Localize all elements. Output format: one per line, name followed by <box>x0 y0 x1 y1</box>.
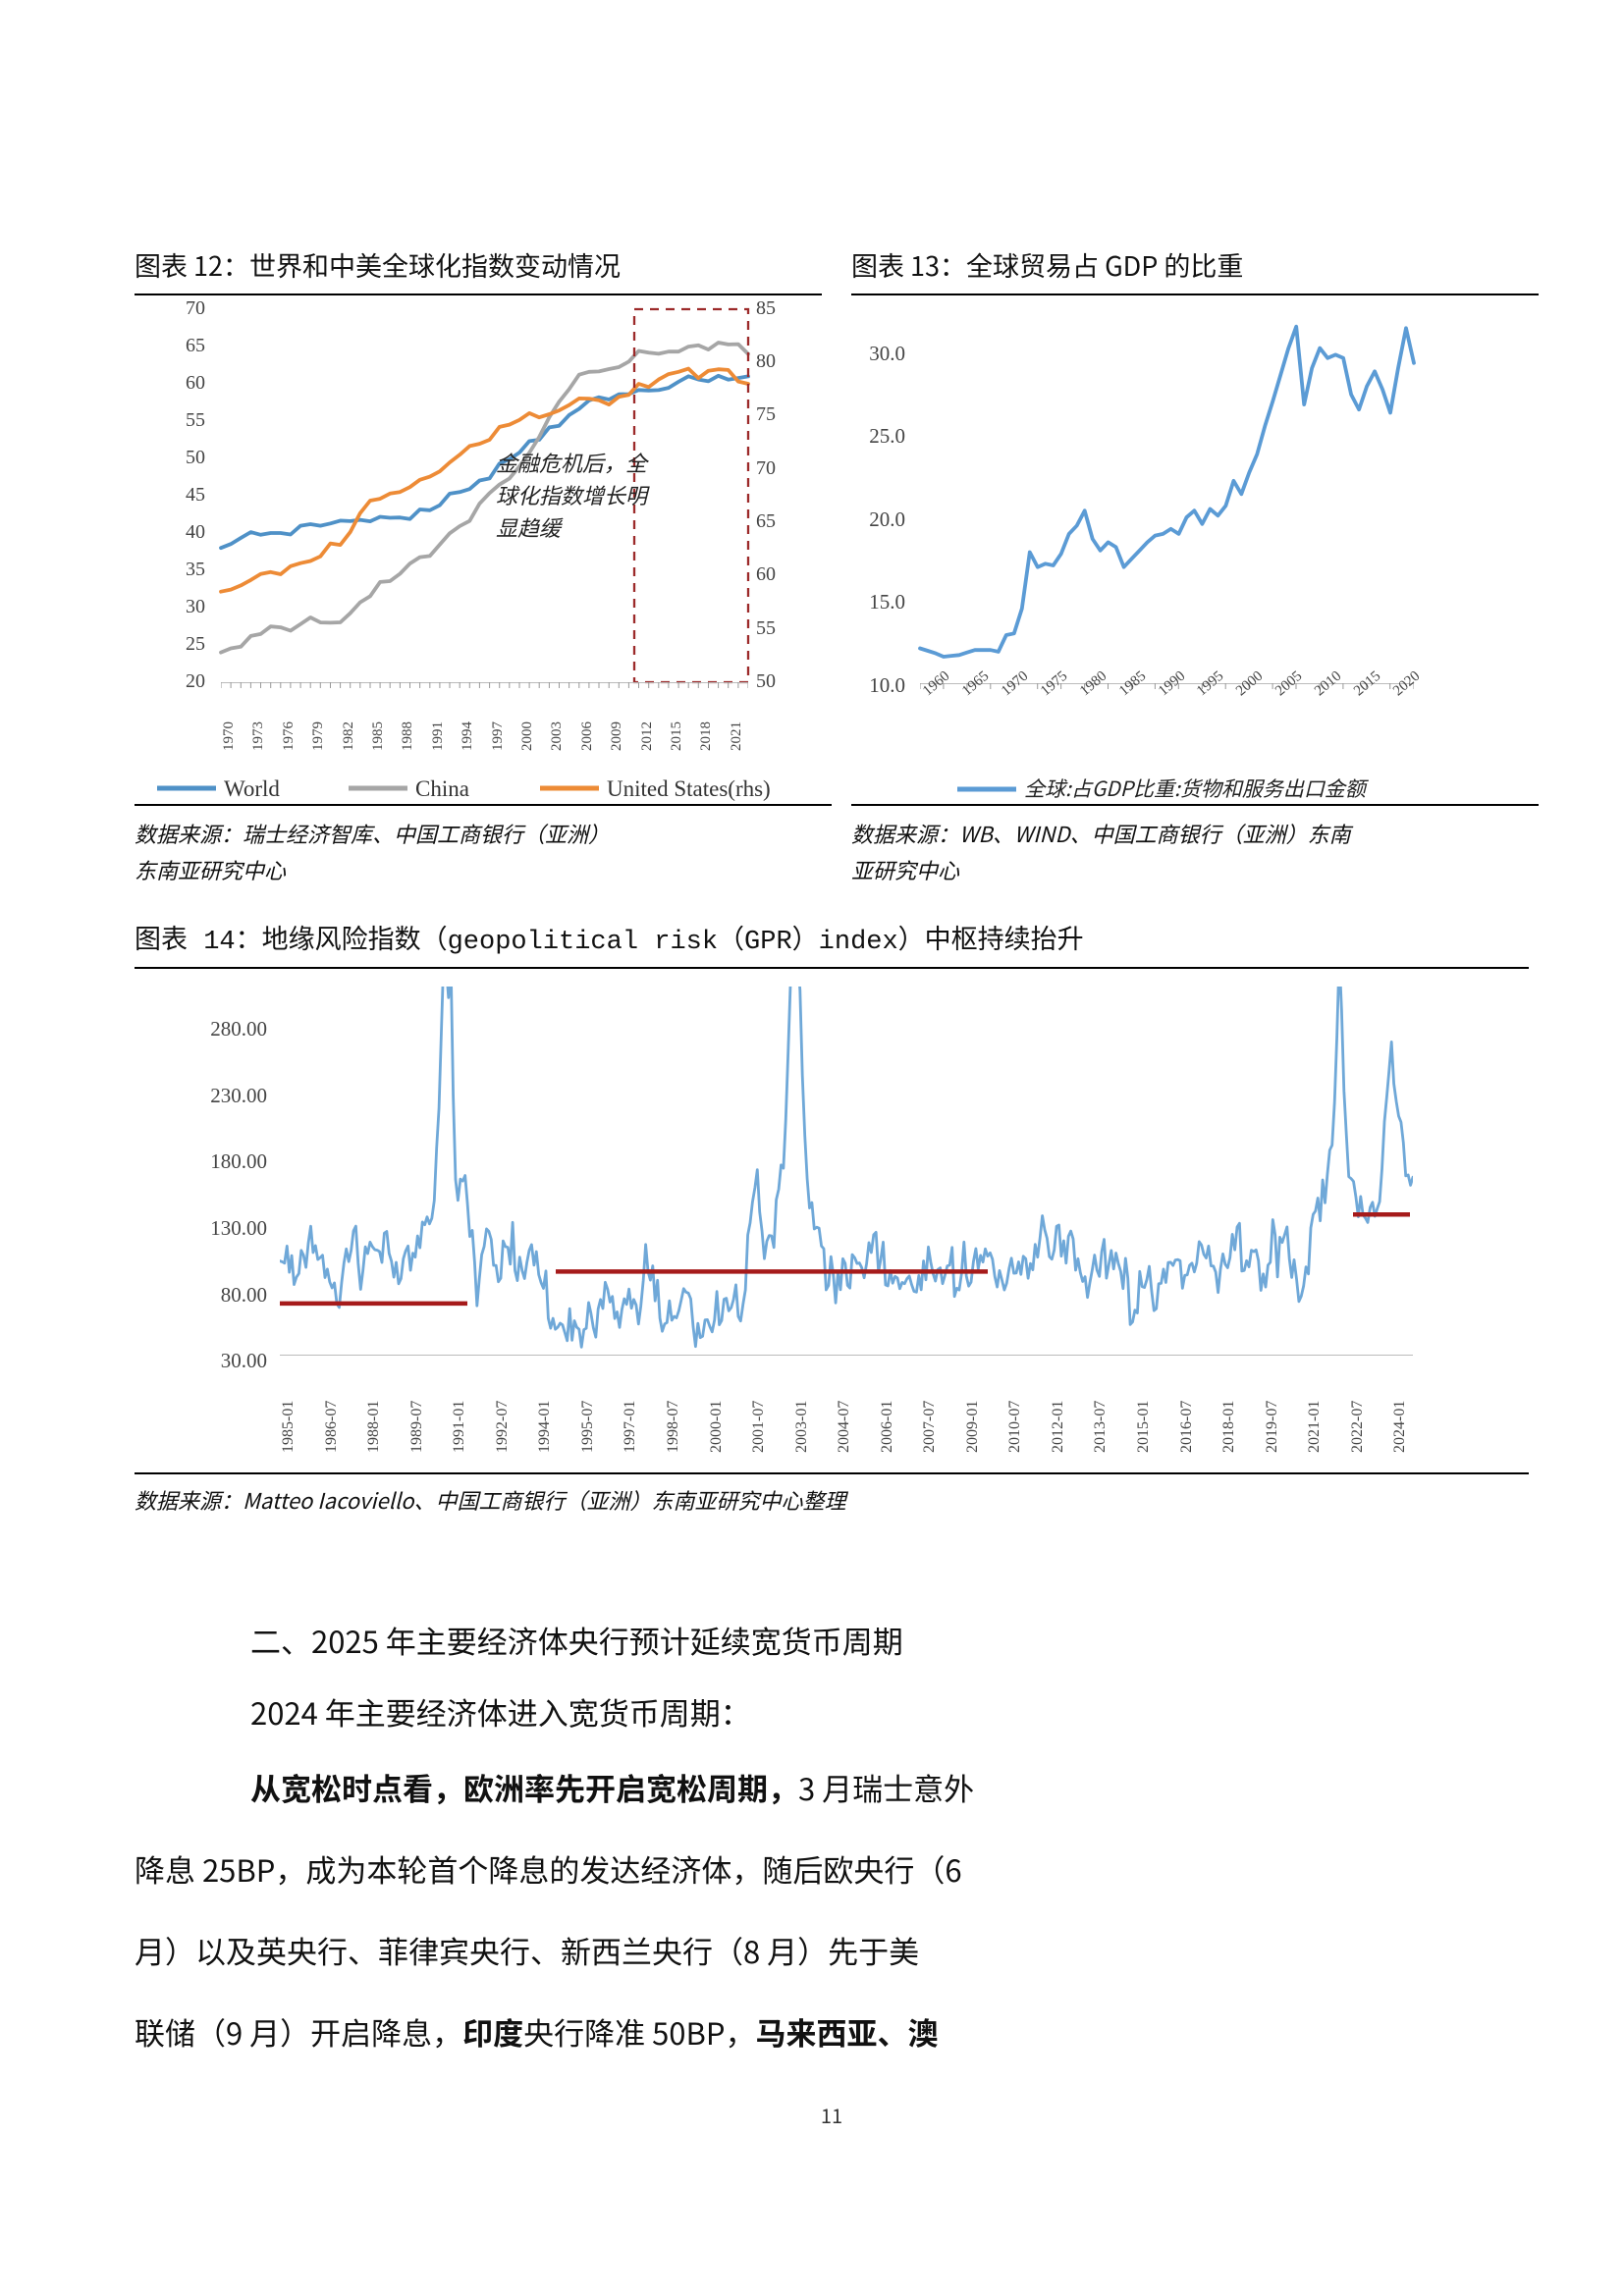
svg-text:金融危机后，全: 金融危机后，全 <box>496 447 650 478</box>
svg-text:United States(rhs): United States(rhs) <box>607 776 771 801</box>
svg-text:China: China <box>415 776 469 801</box>
svg-text:全球:占GDP比重:货物和服务出口金额: 全球:占GDP比重:货物和服务出口金额 <box>1024 774 1370 803</box>
svg-text:World: World <box>224 776 280 801</box>
svg-text:球化指数增长明: 球化指数增长明 <box>496 479 650 510</box>
svg-text:显趋缓: 显趋缓 <box>496 511 564 543</box>
